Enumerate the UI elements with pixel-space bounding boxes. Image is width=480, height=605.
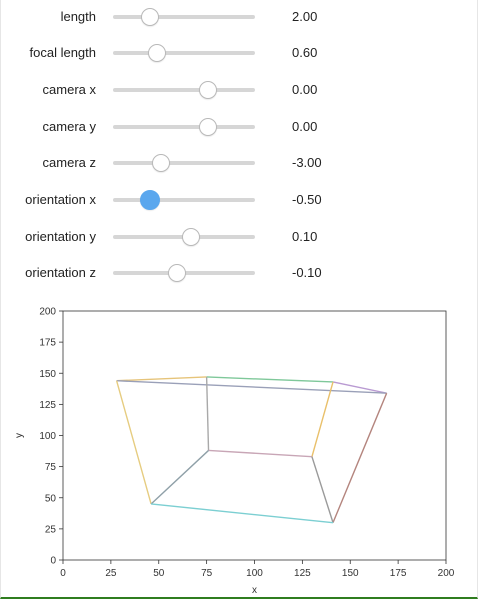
slider-value: 0.10 [292,229,318,244]
x-tick-label: 175 [390,568,407,579]
slider-row-orientation-y: orientation y 0.10 [0,225,480,249]
edge-line-0 [116,376,207,382]
slider-row-focal-length: focal length 0.60 [0,41,480,65]
slider-track[interactable] [113,161,255,165]
x-tick-label: 50 [153,568,165,579]
slider-label: orientation y [25,229,96,244]
x-tick-label: 125 [294,568,311,579]
y-tick-label: 200 [39,307,56,318]
y-axis-label: y [14,433,25,438]
slider-thumb[interactable] [139,190,160,210]
x-axis-label: x [252,585,257,596]
slider-label: camera x [42,82,96,97]
edge-line-9 [150,449,210,505]
slider-track[interactable] [113,51,255,55]
slider-track[interactable] [113,88,255,92]
slider-row-camera-y: camera y 0.00 [0,115,480,139]
slider-row-orientation-z: orientation z -0.10 [0,261,480,285]
slider-row-length: length 2.00 [0,5,480,29]
slider-track[interactable] [113,198,255,202]
slider-value: -0.10 [292,265,322,280]
slider-label: camera y [42,119,96,134]
slider-thumb[interactable] [199,81,218,99]
x-tick-label: 200 [438,568,455,579]
slider-thumb[interactable] [152,154,171,172]
y-tick-label: 125 [39,400,56,411]
x-tick-label: 0 [60,568,66,579]
edge-line-6 [332,392,388,523]
axes-frame [62,310,447,561]
slider-track[interactable] [113,125,255,129]
slider-thumb[interactable] [167,264,186,282]
slider-value: -0.50 [292,192,322,207]
y-tick-label: 175 [39,338,56,349]
slider-label: camera z [42,155,96,170]
slider-row-orientation-x: orientation x -0.50 [0,188,480,212]
slider-label: length [60,9,96,24]
slider-row-camera-z: camera z -3.00 [0,151,480,175]
slider-label: focal length [29,45,97,60]
slider-track[interactable] [113,15,255,19]
slider-row-camera-x: camera x 0.00 [0,78,480,102]
x-tick-label: 75 [201,568,213,579]
slider-thumb[interactable] [148,44,167,62]
slider-label: orientation z [25,265,96,280]
x-tick-label: 100 [246,568,263,579]
edge-line-3 [116,380,387,394]
edge-line-1 [206,376,334,383]
slider-value: -3.00 [292,155,322,170]
y-tick-label: 150 [39,369,56,380]
slider-thumb[interactable] [182,228,201,246]
slider-value: 0.00 [292,82,318,97]
edge-line-2 [332,381,387,394]
y-tick-label: 0 [50,556,56,567]
edge-line-7 [205,376,210,451]
edge-line-11 [151,503,334,524]
slider-thumb[interactable] [140,8,159,26]
chart: 0 25 50 75 100 125 150 175 200 0 25 50 75 100 125 150 17… [14,307,455,597]
edge-line-10 [311,456,334,523]
slider-value: 0.60 [292,45,318,60]
slider-value: 2.00 [292,9,318,24]
x-tick-label: 25 [105,568,117,579]
y-tick-label: 100 [39,431,56,442]
edge-line-4 [115,380,152,505]
x-tick-label: 150 [342,568,359,579]
slider-label: orientation x [25,192,96,207]
plot-area: 0 25 50 75 100 125 150 175 200 0 25 50 75 100 125 150 17… [0,300,480,605]
edge-line-5 [311,381,334,457]
slider-value: 0.00 [292,119,318,134]
edge-line-8 [208,449,312,458]
y-tick-label: 25 [45,524,57,535]
y-tick-label: 75 [45,462,57,473]
slider-thumb[interactable] [199,118,218,136]
y-tick-label: 50 [45,493,57,504]
